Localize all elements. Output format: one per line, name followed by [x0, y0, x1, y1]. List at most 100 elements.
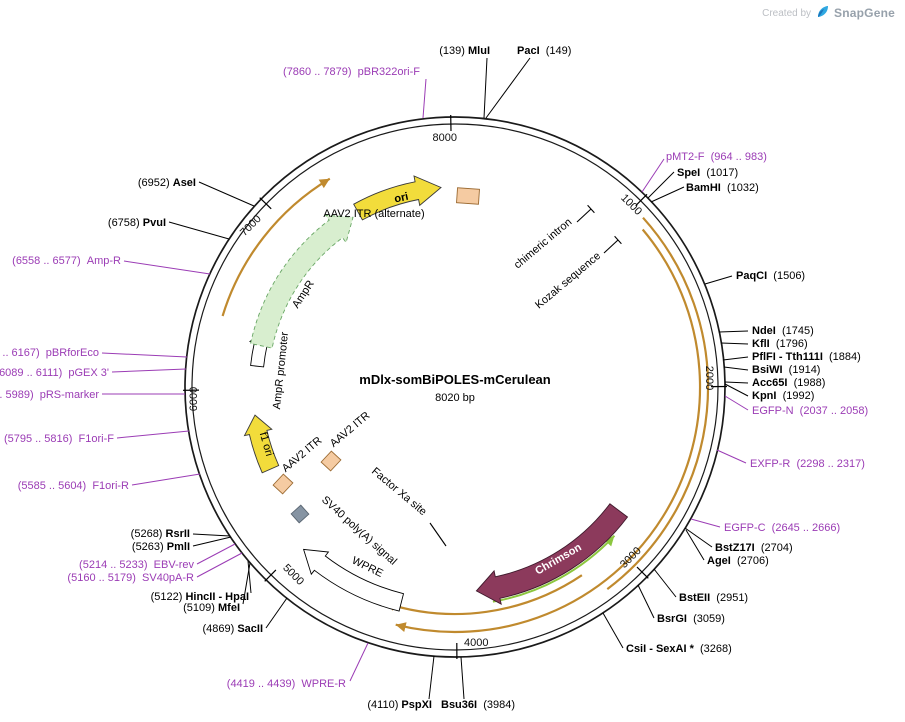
- tick-label-6000: 6000: [188, 387, 200, 411]
- orf-arc-right-outer[interactable]: [606, 216, 710, 590]
- site-label-pmli[interactable]: (5263) PmlI: [132, 541, 190, 553]
- site-name: KpnI: [752, 390, 776, 402]
- primer-label-egfp-c[interactable]: EGFP-C (2645 .. 2666): [724, 522, 840, 534]
- chrimson-arrow[interactable]: [475, 503, 629, 605]
- primer-label-pbrforeco[interactable]: (6149 .. 6167) pBRforEco: [0, 347, 99, 359]
- primer-label-prs-marker[interactable]: (5970 .. 5989) pRS-marker: [0, 389, 99, 401]
- site-label-paqci[interactable]: PaqCI (1506): [736, 270, 805, 282]
- site-label-paci[interactable]: PacI (149): [517, 45, 571, 57]
- aav2-itr-box-1[interactable]: [272, 473, 294, 495]
- primer-label-pbr322ori-f[interactable]: (7860 .. 7879) pBR322ori-F: [283, 66, 420, 78]
- feature-label-aav2-itr-alternate[interactable]: AAV2 ITR (alternate): [323, 208, 424, 220]
- site-name: BstEII: [679, 592, 710, 604]
- site-label-mlui[interactable]: (139) MluI: [439, 45, 490, 57]
- site-label-bsteii[interactable]: BstEII (2951): [679, 592, 748, 604]
- factor-xa-leader: [429, 522, 447, 547]
- site-label-acc65i[interactable]: Acc65I (1988): [752, 377, 825, 389]
- site-pos: (1506): [767, 270, 805, 282]
- site-label-pspxi[interactable]: (4110) PspXI: [367, 699, 432, 711]
- site-pos: (1017): [700, 167, 738, 179]
- site-label-mfei[interactable]: (5109) MfeI: [183, 602, 240, 614]
- site-label-bsiwi[interactable]: BsiWI (1914): [752, 364, 820, 376]
- primer-label-sv40pa-r[interactable]: (5160 .. 5179) SV40pA-R: [67, 572, 194, 584]
- feature-label-ampr-promoter[interactable]: AmpR promoter: [271, 331, 291, 410]
- egfp-arc[interactable]: [492, 535, 616, 603]
- feature-label-chimeric-intron[interactable]: chimeric intron: [512, 216, 575, 271]
- feature-label-kozak-sequence[interactable]: Kozak sequence: [533, 250, 603, 311]
- site-pos: (2704): [755, 542, 793, 554]
- leader-bamhi: [650, 186, 685, 203]
- leader-acc65i: [724, 381, 749, 384]
- egfp-arc-arrowhead[interactable]: [603, 535, 615, 547]
- primer-label-pgex-3[interactable]: (6089 .. 6111) pGEX 3': [0, 367, 109, 379]
- site-pos: (1745): [776, 325, 814, 337]
- site-label-bstz17i[interactable]: BstZ17I (2704): [715, 542, 793, 554]
- site-label-asei[interactable]: (6952) AseI: [138, 177, 196, 189]
- feature-label-factor-xa[interactable]: Factor Xa site: [369, 465, 429, 518]
- site-label-kfli[interactable]: KflI (1796): [752, 338, 808, 350]
- f1-ori-arrow[interactable]: [243, 414, 280, 474]
- plasmid-title: mDlx-somBiPOLES-mCerulean: [359, 372, 550, 387]
- primer-label-exfp-r[interactable]: EXFP-R (2298 .. 2317): [750, 458, 865, 470]
- tick-label-5000: 5000: [280, 562, 306, 588]
- map-labels-layer: mDlx-somBiPOLES-mCerulean 8020 bp 8000 1…: [0, 45, 868, 711]
- chimeric-intron-end-bar: [587, 204, 595, 214]
- leader-spei: [647, 171, 675, 199]
- leader-bsiwi: [723, 366, 749, 371]
- ampr-arrow[interactable]: [250, 214, 354, 349]
- orf-arc-ampr-arrowhead[interactable]: [318, 178, 330, 189]
- leader-mlui: [483, 57, 488, 119]
- site-label-rsrii[interactable]: (5268) RsrII: [131, 528, 190, 540]
- site-pos: (1914): [783, 364, 821, 376]
- feature-label-aav2-itr-2[interactable]: AAV2 ITR: [328, 410, 373, 450]
- site-name: CsiI - SexAI *: [626, 643, 695, 655]
- orf-arc-main[interactable]: [395, 228, 702, 634]
- site-name: BamHI: [686, 182, 721, 194]
- site-label-spei[interactable]: SpeI (1017): [677, 167, 738, 179]
- site-name: PaqCI: [736, 270, 767, 282]
- primer-label-f1ori-f[interactable]: (5795 .. 5816) F1ori-F: [4, 433, 114, 445]
- primer-label-ebv-rev[interactable]: (5214 .. 5233) EBV-rev: [79, 559, 194, 571]
- snapgene-watermark: Created by SnapGene: [762, 4, 895, 22]
- site-name: Bsu36I: [441, 699, 477, 711]
- leader-asei: [198, 181, 255, 207]
- orf-arc-main-arrowhead[interactable]: [395, 622, 407, 632]
- site-label-csii-sexai[interactable]: CsiI - SexAI * (3268): [626, 643, 732, 655]
- ori-arrow[interactable]: [353, 175, 442, 221]
- leader-ebv-rev: [196, 543, 236, 565]
- leader-bsu36i: [460, 656, 465, 700]
- site-label-sacii[interactable]: (4869) SacII: [202, 623, 263, 635]
- feature-label-aav2-itr-1[interactable]: AAV2 ITR: [280, 435, 325, 475]
- orf-arc-bottom-inner[interactable]: [384, 574, 583, 616]
- primer-label-amp-r[interactable]: (6558 .. 6577) Amp-R: [12, 255, 121, 267]
- primer-label-pmt2-f[interactable]: pMT2-F (964 .. 983): [666, 151, 767, 163]
- site-label-bsrgi[interactable]: BsrGI (3059): [657, 613, 725, 625]
- site-name: RsrII: [166, 528, 190, 540]
- aav2-itr-alternate-box[interactable]: [456, 187, 480, 205]
- site-label-hincii-hpai[interactable]: (5122) HincII - HpaI: [151, 591, 249, 603]
- site-label-bamhi[interactable]: BamHI (1032): [686, 182, 759, 194]
- site-pos: (4869): [202, 623, 237, 635]
- wpre-arrow[interactable]: [302, 548, 405, 612]
- site-label-ndei[interactable]: NdeI (1745): [752, 325, 814, 337]
- sv40-polya-box[interactable]: [290, 504, 310, 524]
- site-label-bsu36i[interactable]: Bsu36I (3984): [441, 699, 515, 711]
- leader-sv40pa-r: [196, 552, 243, 578]
- tick-label-2000: 2000: [703, 366, 715, 390]
- primer-label-f1ori-r[interactable]: (5585 .. 5604) F1ori-R: [18, 480, 129, 492]
- site-label-kpni[interactable]: KpnI (1992): [752, 390, 814, 402]
- site-pos: (2951): [710, 592, 748, 604]
- leader-pgex-3: [111, 368, 187, 373]
- site-name: PvuI: [143, 217, 166, 229]
- site-label-pflfi-tth111i[interactable]: PflFI - Tth111I (1884): [752, 351, 861, 363]
- aav2-itr-box-2[interactable]: [320, 450, 342, 472]
- site-label-agei[interactable]: AgeI (2706): [707, 555, 769, 567]
- orf-arc-ampr[interactable]: [221, 177, 331, 317]
- created-by-label: Created by: [762, 7, 812, 19]
- primer-label-egfp-n[interactable]: EGFP-N (2037 .. 2058): [752, 405, 868, 417]
- leader-rsrii: [192, 533, 231, 537]
- feature-label-ori[interactable]: ori: [393, 191, 409, 206]
- site-label-pvui[interactable]: (6758) PvuI: [108, 217, 166, 229]
- primer-label-wpre-r[interactable]: (4419 .. 4439) WPRE-R: [227, 678, 346, 690]
- site-name: BstZ17I: [715, 542, 755, 554]
